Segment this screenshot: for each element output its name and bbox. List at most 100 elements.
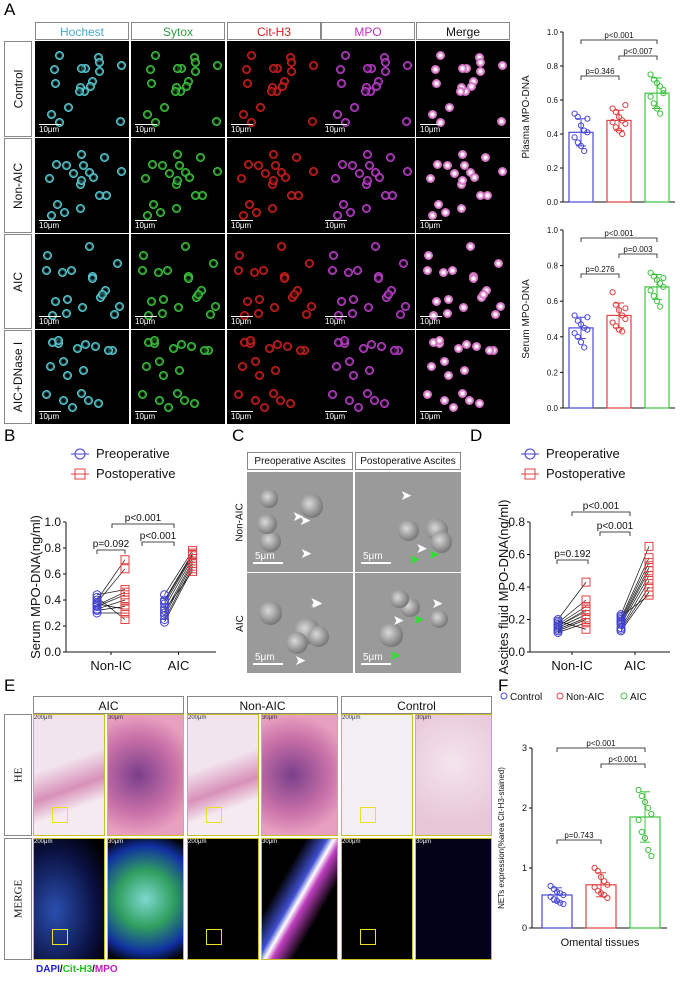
post-point (581, 618, 591, 628)
cell (431, 78, 441, 88)
cell (328, 251, 338, 261)
cell (359, 343, 369, 353)
cell (304, 259, 314, 269)
data-point (581, 344, 588, 351)
cell (373, 273, 383, 283)
scalebar-label: 10μm (325, 125, 346, 134)
cell (481, 153, 491, 163)
cell (185, 172, 195, 182)
cell (339, 199, 349, 209)
sem-arrow-icon: ➤ (415, 540, 428, 557)
data-point (650, 273, 657, 280)
data-point (635, 786, 642, 794)
cell (234, 251, 244, 261)
cell (212, 116, 222, 126)
y-tick-label: 0.4 (508, 580, 525, 594)
histo-group-header: AIC (33, 696, 184, 714)
pair-line (164, 566, 193, 620)
panel-c-letter: C (232, 426, 245, 445)
cell (475, 58, 485, 68)
micrograph: 10μm (35, 234, 129, 329)
cell (345, 357, 355, 367)
histo-low-mag: 200μm (33, 838, 105, 960)
micrograph: 10μm (227, 234, 321, 329)
data-point (597, 873, 605, 881)
cell (47, 210, 57, 220)
cell (447, 265, 457, 275)
histo-low-mag: 200μm (187, 714, 259, 836)
micrograph: 10μm (416, 330, 510, 424)
cell (498, 60, 508, 70)
histo-scalebar-low: 200μm (342, 839, 361, 845)
post-point (120, 595, 130, 605)
cell (363, 389, 373, 399)
data-point (557, 899, 564, 906)
cell (363, 302, 373, 312)
data-point (615, 326, 623, 333)
micrograph: 10μm (131, 41, 225, 137)
cell (309, 167, 319, 177)
cell (268, 63, 278, 73)
pre-point (92, 608, 102, 618)
data-point (645, 846, 652, 854)
cell (286, 58, 296, 68)
cell (165, 169, 175, 179)
data-point (581, 147, 588, 155)
zoom-box (52, 807, 68, 823)
p-bracket (141, 541, 175, 546)
column-header: Hochest (35, 22, 129, 40)
pair-line (557, 599, 587, 624)
cell (474, 398, 484, 408)
data-point (660, 90, 667, 97)
pair-line (557, 622, 587, 633)
cell (175, 365, 185, 375)
y-tick-label: 0.0 (547, 404, 559, 413)
pre-point (160, 596, 169, 606)
cell (62, 295, 72, 305)
histo-row-label: HE (4, 714, 32, 836)
cell (427, 361, 437, 371)
cell (371, 241, 381, 251)
cell (363, 175, 373, 185)
pair-line (620, 557, 650, 619)
data-point (609, 119, 616, 126)
cell (348, 161, 358, 171)
cell (238, 361, 248, 371)
cell (443, 161, 453, 171)
p-bracket (96, 549, 126, 554)
scalebar-line (39, 411, 61, 412)
data-point (571, 330, 578, 337)
cell (146, 78, 156, 88)
cell (457, 204, 467, 214)
cell (386, 153, 396, 163)
histo-high-mag: 30μm (415, 714, 492, 836)
post-point (120, 604, 130, 614)
cell (496, 301, 506, 311)
data-point (660, 283, 667, 291)
cell (307, 301, 317, 311)
cell (260, 402, 270, 412)
cell (444, 371, 454, 381)
data-point (638, 792, 645, 800)
cell (464, 395, 474, 405)
cell (170, 86, 180, 96)
sem-arrow-icon: ➤ (294, 652, 307, 669)
cell (403, 167, 413, 177)
cell (268, 204, 278, 214)
y-tick-label: 0.2 (547, 368, 559, 377)
histo-scalebar-low: 200μm (34, 715, 53, 721)
histo-high-mag: 30μm (261, 714, 338, 836)
bar (606, 119, 632, 203)
stain-legend: DAPI/Cit-H3/MPO (36, 964, 118, 975)
data-point (560, 900, 567, 908)
row-label: Control (4, 41, 32, 137)
cell (327, 390, 337, 400)
y-axis-label: Plasma MPO-DNA (521, 75, 532, 159)
data-point (571, 312, 578, 319)
cell (243, 297, 252, 307)
cell (77, 175, 87, 185)
data-point (647, 287, 654, 294)
pair-line (620, 546, 650, 615)
cell (390, 345, 400, 355)
cell (364, 160, 374, 170)
